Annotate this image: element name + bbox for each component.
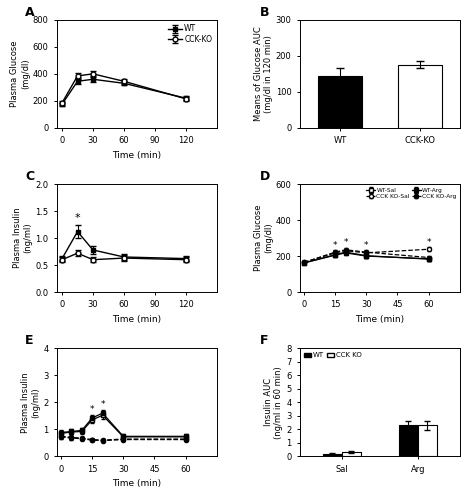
Y-axis label: Plasma Glucose
(mg/dl): Plasma Glucose (mg/dl)	[254, 205, 273, 271]
Y-axis label: Plasma Insulin
(ng/ml): Plasma Insulin (ng/ml)	[21, 372, 40, 433]
Text: C: C	[25, 170, 34, 183]
Text: D: D	[260, 170, 270, 183]
Legend: WT, CCK-KO: WT, CCK-KO	[167, 24, 213, 45]
Y-axis label: Plasma Insulin
(ng/ml): Plasma Insulin (ng/ml)	[13, 208, 33, 268]
Text: *: *	[427, 238, 431, 247]
Text: *: *	[333, 241, 337, 250]
Bar	[323, 454, 342, 456]
Y-axis label: Plasma Glucose
(mg/dl): Plasma Glucose (mg/dl)	[10, 41, 30, 107]
Text: A: A	[25, 5, 35, 18]
Bar	[418, 425, 437, 456]
Text: *: *	[343, 239, 348, 248]
Bar	[399, 425, 418, 456]
Y-axis label: Insulin AUC
(ng/ml in 60 min): Insulin AUC (ng/ml in 60 min)	[264, 366, 283, 438]
Y-axis label: Means of Glucose AUC
(mg/dl in 120 min): Means of Glucose AUC (mg/dl in 120 min)	[254, 26, 273, 121]
Bar	[318, 76, 362, 128]
Text: *: *	[364, 242, 369, 250]
Text: *: *	[90, 405, 94, 414]
Legend: WT-Sal, CCK KO-Sal, WT-Arg, CCK KO-Arg: WT-Sal, CCK KO-Sal, WT-Arg, CCK KO-Arg	[366, 187, 457, 199]
X-axis label: Time (min): Time (min)	[112, 315, 161, 324]
X-axis label: Time (min): Time (min)	[356, 315, 404, 324]
Legend: WT, CCK KO: WT, CCK KO	[303, 352, 363, 359]
X-axis label: Time (min): Time (min)	[112, 151, 161, 160]
Bar	[398, 65, 442, 128]
Text: *: *	[75, 213, 80, 224]
Text: B: B	[260, 5, 269, 18]
Text: E: E	[25, 334, 33, 347]
Bar	[342, 451, 361, 456]
Text: *: *	[100, 400, 105, 409]
Text: F: F	[260, 334, 268, 347]
X-axis label: Time (min): Time (min)	[112, 479, 161, 488]
